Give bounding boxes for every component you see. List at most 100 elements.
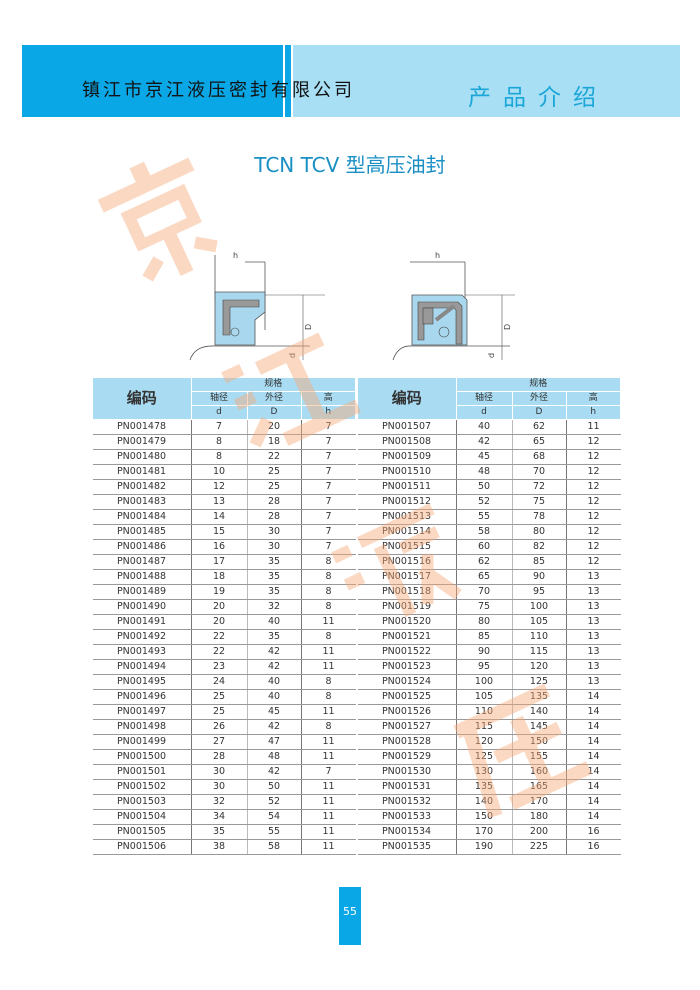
cell-D: 58 — [247, 839, 302, 855]
cell-D: 100 — [512, 599, 567, 615]
cell-d: 62 — [456, 554, 513, 570]
cell-D: 20 — [247, 419, 302, 435]
cell-D: 110 — [512, 629, 567, 645]
cell-d: 42 — [456, 434, 513, 450]
cell-code: PN001509 — [357, 449, 457, 465]
cell-D: 40 — [247, 614, 302, 630]
table-row: PN001516 62 85 12 — [357, 554, 621, 570]
cell-d: 25 — [191, 689, 248, 705]
cell-D: 55 — [247, 824, 302, 840]
cell-d: 24 — [191, 674, 248, 690]
D-label: D — [503, 324, 512, 330]
table-row: PN001488 18 35 8 — [92, 569, 356, 585]
cell-code: PN001499 — [92, 734, 192, 750]
table-row: PN001520 80 105 13 — [357, 614, 621, 630]
D-header: D — [511, 405, 567, 420]
cell-h: 7 — [301, 494, 356, 510]
cell-d: 20 — [191, 599, 248, 615]
cell-h: 12 — [566, 494, 621, 510]
table-row: PN001502 30 50 11 — [92, 779, 356, 795]
table-row: PN001499 27 47 11 — [92, 734, 356, 750]
table-row: PN001490 20 32 8 — [92, 599, 356, 615]
cell-code: PN001535 — [357, 839, 457, 855]
company-name: 镇江市京江液压密封有限公司 — [82, 80, 355, 101]
cell-h: 11 — [301, 614, 356, 630]
cell-D: 25 — [247, 464, 302, 480]
cell-h: 16 — [566, 824, 621, 840]
table-row: PN001526 110 140 14 — [357, 704, 621, 720]
cell-code: PN001498 — [92, 719, 192, 735]
cell-D: 95 — [512, 584, 567, 600]
cell-h: 12 — [566, 524, 621, 540]
cell-d: 34 — [191, 809, 248, 825]
cell-h: 14 — [566, 779, 621, 795]
cell-d: 65 — [456, 569, 513, 585]
page-number: 55 — [339, 887, 361, 945]
h-header: h — [300, 405, 356, 420]
cell-code: PN001502 — [92, 779, 192, 795]
cell-h: 8 — [301, 689, 356, 705]
table-row: PN001489 19 35 8 — [92, 584, 356, 600]
cell-code: PN001534 — [357, 824, 457, 840]
cell-h: 14 — [566, 809, 621, 825]
cell-code: PN001510 — [357, 464, 457, 480]
spec-header: 规格 — [190, 377, 356, 392]
cell-code: PN001479 — [92, 434, 192, 450]
cell-D: 180 — [512, 809, 567, 825]
cell-h: 13 — [566, 659, 621, 675]
cell-code: PN001512 — [357, 494, 457, 510]
cell-h: 12 — [566, 449, 621, 465]
cell-D: 54 — [247, 809, 302, 825]
table-row: PN001495 24 40 8 — [92, 674, 356, 690]
cell-h: 11 — [301, 824, 356, 840]
cell-d: 40 — [456, 419, 513, 435]
cell-d: 26 — [191, 719, 248, 735]
table-row: PN001481 10 25 7 — [92, 464, 356, 480]
cell-d: 70 — [456, 584, 513, 600]
cell-D: 35 — [247, 629, 302, 645]
cell-code: PN001488 — [92, 569, 192, 585]
cell-h: 8 — [301, 569, 356, 585]
table-row: PN001513 55 78 12 — [357, 509, 621, 525]
cell-D: 42 — [247, 719, 302, 735]
cell-d: 45 — [456, 449, 513, 465]
cell-D: 48 — [247, 749, 302, 765]
table-row: PN001479 8 18 7 — [92, 434, 356, 450]
cell-code: PN001480 — [92, 449, 192, 465]
cell-d: 32 — [191, 794, 248, 810]
cell-code: PN001525 — [357, 689, 457, 705]
cell-code: PN001492 — [92, 629, 192, 645]
cell-h: 12 — [566, 554, 621, 570]
cell-code: PN001518 — [357, 584, 457, 600]
cell-D: 200 — [512, 824, 567, 840]
cell-D: 75 — [512, 494, 567, 510]
cell-D: 68 — [512, 449, 567, 465]
cell-code: PN001508 — [357, 434, 457, 450]
cell-d: 50 — [456, 479, 513, 495]
table-row: PN001509 45 68 12 — [357, 449, 621, 465]
cell-code: PN001517 — [357, 569, 457, 585]
cell-code: PN001493 — [92, 644, 192, 660]
table-row: PN001507 40 62 11 — [357, 419, 621, 435]
cell-d: 150 — [456, 809, 513, 825]
cell-D: 32 — [247, 599, 302, 615]
cell-code: PN001496 — [92, 689, 192, 705]
cell-code: PN001478 — [92, 419, 192, 435]
table-row: PN001494 23 42 11 — [92, 659, 356, 675]
table-row: PN001486 16 30 7 — [92, 539, 356, 555]
table-row: PN001519 75 100 13 — [357, 599, 621, 615]
cell-D: 155 — [512, 749, 567, 765]
table-row: PN001496 25 40 8 — [92, 689, 356, 705]
cell-D: 120 — [512, 659, 567, 675]
cell-d: 190 — [456, 839, 513, 855]
cell-D: 28 — [247, 509, 302, 525]
table-row: PN001528 120 150 14 — [357, 734, 621, 750]
cell-h: 12 — [566, 539, 621, 555]
table-row: PN001515 60 82 12 — [357, 539, 621, 555]
cell-D: 40 — [247, 674, 302, 690]
table-row: PN001498 26 42 8 — [92, 719, 356, 735]
cell-D: 35 — [247, 584, 302, 600]
cell-h: 13 — [566, 569, 621, 585]
table-row: PN001521 85 110 13 — [357, 629, 621, 645]
cell-h: 8 — [301, 554, 356, 570]
